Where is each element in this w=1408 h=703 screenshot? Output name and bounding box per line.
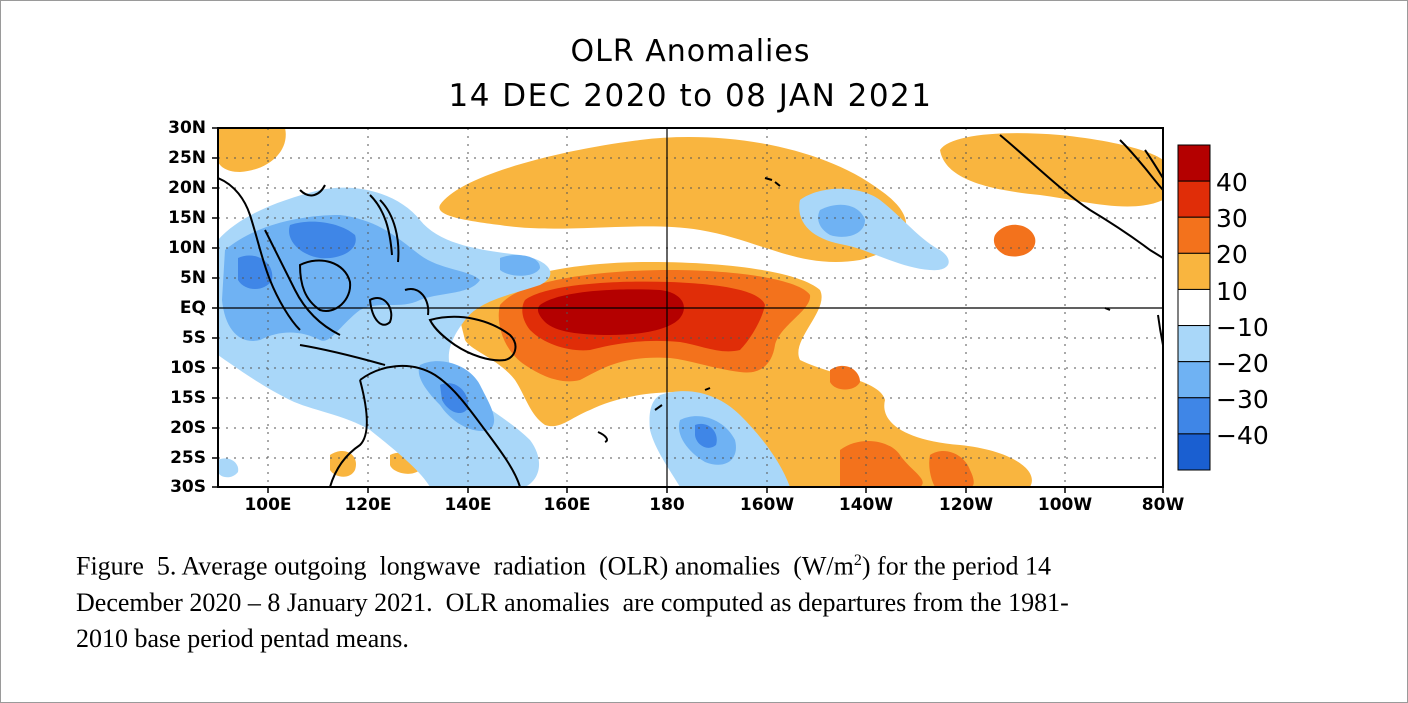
positive-anomaly-area xyxy=(929,450,974,487)
colorbar-label: 10 xyxy=(1216,277,1248,306)
colorbar-swatch xyxy=(1177,288,1211,327)
caption-line-1: Figure 5. Average outgoing longwave radi… xyxy=(76,551,854,581)
coastlines xyxy=(218,134,1163,487)
lon-label: 120W xyxy=(938,495,994,515)
lon-label: 160E xyxy=(543,495,591,515)
colorbar-label: −30 xyxy=(1216,385,1269,414)
lat-label: 5S xyxy=(181,328,206,348)
colorbar-label: 20 xyxy=(1216,240,1248,269)
lat-label: 5N xyxy=(179,268,206,288)
caption-superscript: 2 xyxy=(853,552,862,569)
colorbar-swatch xyxy=(1177,144,1211,182)
colorbar xyxy=(1177,144,1211,471)
lat-label: 10N xyxy=(168,238,206,258)
positive-anomaly-area xyxy=(330,450,356,477)
lat-label: 10S xyxy=(170,358,206,378)
map-subtitle: 14 DEC 2020 to 08 JAN 2021 xyxy=(448,78,933,114)
lat-label: 30S xyxy=(170,477,206,497)
positive-anomaly-area xyxy=(830,365,860,390)
caption-line-3: 2010 base period pentad means. xyxy=(76,623,409,653)
colorbar-label: −20 xyxy=(1216,349,1269,378)
negative-anomaly-area xyxy=(500,255,540,276)
colorbar-swatch xyxy=(1177,252,1211,290)
colorbar-swatch xyxy=(1177,433,1211,471)
lat-label: 15N xyxy=(168,208,206,228)
positive-anomaly-area xyxy=(218,128,286,172)
lon-label: 100W xyxy=(1037,495,1093,515)
map-title: OLR Anomalies xyxy=(570,34,811,69)
negative-anomaly-area xyxy=(289,221,356,259)
colorbar-swatch xyxy=(1177,361,1211,399)
lat-label: 25N xyxy=(168,148,206,168)
lon-label: 180 xyxy=(649,495,685,515)
colorbar-swatch xyxy=(1177,216,1211,254)
lon-label: 160W xyxy=(739,495,795,515)
lon-label: 140W xyxy=(838,495,894,515)
colorbar-swatch xyxy=(1177,325,1211,363)
caption-line-2: December 2020 – 8 January 2021. OLR anom… xyxy=(76,587,1069,617)
lon-label: 100E xyxy=(244,495,292,515)
axis-ticks xyxy=(212,127,1164,493)
lat-label: 30N xyxy=(168,118,206,138)
negative-anomaly-area xyxy=(440,383,469,414)
negative-anomaly-area xyxy=(695,423,717,448)
lat-label: 25S xyxy=(170,448,206,468)
colorbar-label: 40 xyxy=(1216,168,1248,197)
lat-label: 20N xyxy=(168,178,206,198)
lon-label: 120E xyxy=(344,495,392,515)
lon-label: 80W xyxy=(1141,495,1185,515)
caption-line-1-end: ) for the period 14 xyxy=(861,551,1052,581)
negative-anomaly-area xyxy=(222,215,480,341)
positive-anomaly-area xyxy=(993,224,1036,257)
anomaly-field xyxy=(218,128,1163,487)
lat-label: 20S xyxy=(170,418,206,438)
negative-anomaly-area xyxy=(818,204,865,237)
lat-label: 15S xyxy=(170,388,206,408)
colorbar-label: −40 xyxy=(1216,421,1269,450)
positive-anomaly-area xyxy=(537,289,684,335)
colorbar-label: 30 xyxy=(1216,204,1248,233)
positive-anomaly-area xyxy=(840,440,923,487)
figure-caption: Figure 5. Average outgoing longwave radi… xyxy=(76,543,1296,657)
colorbar-label: −10 xyxy=(1216,313,1269,342)
lon-label: 140E xyxy=(444,495,492,515)
negative-anomaly-area xyxy=(218,458,239,478)
map-grid xyxy=(218,128,1163,487)
colorbar-swatch xyxy=(1177,397,1211,435)
colorbar-swatch xyxy=(1177,180,1211,218)
lat-label: EQ xyxy=(179,298,206,318)
positive-anomaly-area xyxy=(439,137,907,263)
